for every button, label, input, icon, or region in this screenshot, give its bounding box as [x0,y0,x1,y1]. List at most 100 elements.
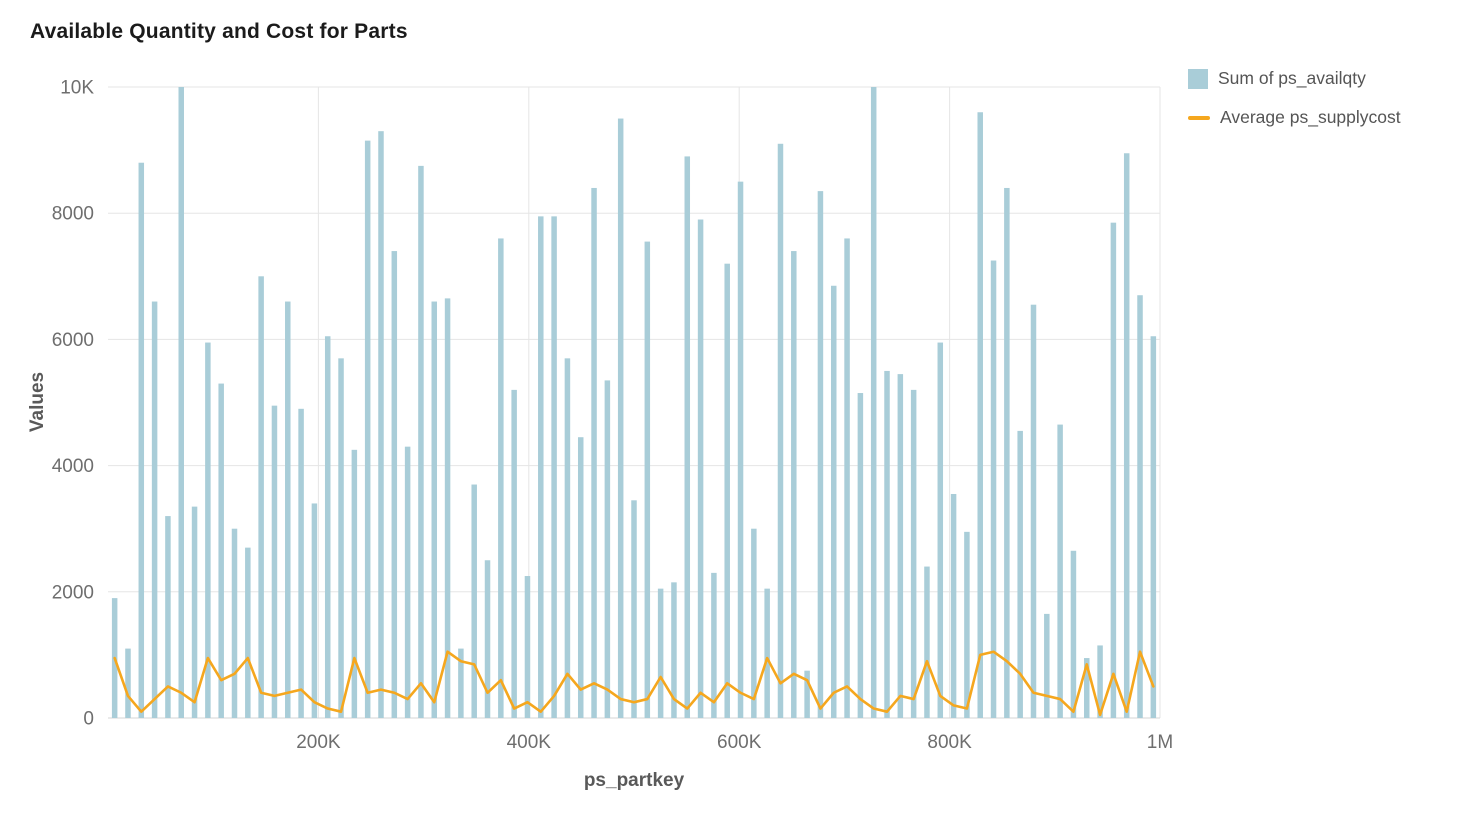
availqty-bar [391,251,398,718]
availqty-bar [431,301,438,718]
availqty-bar [897,374,904,718]
availqty-bar [338,358,344,718]
availqty-bar [364,140,371,718]
availqty-bar [617,118,624,719]
availqty-bar [1004,187,1010,718]
availqty-bar [444,298,451,718]
availqty-bar [924,566,930,718]
availqty-bar [1057,424,1063,718]
availqty-bar [511,389,517,718]
availqty-bar [205,342,211,718]
availqty-bar [990,260,997,718]
legend-label-supplycost: Average ps_supplycost [1220,107,1401,127]
availqty-bar [418,165,424,718]
availqty-bar [125,648,131,718]
availqty-bar [977,112,983,719]
x-tick-label: 600K [717,732,762,753]
chart-title: Available Quantity and Cost for Parts [30,20,408,43]
availqty-bar [191,506,198,718]
availqty-bar [218,383,224,718]
availqty-bar [751,528,757,718]
chart-legend: Sum of ps_availqty Average ps_supplycost [1188,68,1401,128]
availqty-bar [1150,336,1157,718]
availqty-bar [937,342,944,718]
line-series-swatch-icon [1188,115,1210,120]
availqty-bar [657,588,664,718]
availqty-bar [804,670,810,718]
availqty-bar [1137,295,1143,718]
x-tick-label: 800K [927,732,972,753]
availqty-bar [737,181,744,718]
y-tick-label: 6000 [52,330,94,351]
availqty-bar [724,263,730,718]
legend-item-supplycost[interactable]: Average ps_supplycost [1188,107,1401,128]
availqty-bar [1030,304,1037,718]
availqty-bar [151,301,158,718]
availqty-bar [564,358,571,718]
availqty-bar [324,336,331,718]
y-tick-label: 2000 [52,582,94,603]
availqty-bar [644,241,651,718]
legend-label-availqty: Sum of ps_availqty [1218,68,1366,88]
x-tick-label: 400K [507,732,552,753]
availqty-bar [271,405,278,718]
availqty-bar [138,162,145,719]
availqty-bar [498,238,504,718]
availqty-bar [684,156,691,718]
availqty-bar [777,143,784,719]
availqty-bar [378,131,384,719]
availqty-bar [1097,645,1103,718]
availqty-bar [857,393,864,718]
availqty-bar [671,582,677,718]
availqty-bar [458,648,464,718]
y-tick-label: 4000 [52,456,94,477]
availqty-bar [711,572,717,718]
availqty-bar [471,484,477,718]
y-tick-label: 8000 [52,204,94,225]
availqty-bar [538,216,544,719]
availqty-bar [830,285,837,718]
availqty-bar [551,216,557,719]
availqty-bar [1070,550,1077,718]
legend-item-availqty[interactable]: Sum of ps_availqty [1188,68,1401,89]
availqty-bar [950,493,957,718]
availqty-bar [285,301,291,718]
availqty-bar [1110,222,1117,719]
availqty-bar [964,531,970,718]
availqty-bar [591,187,597,718]
availqty-bar [165,516,171,718]
availqty-bar [817,191,824,719]
availqty-bar [604,380,611,718]
availqty-bar [351,449,358,718]
x-axis-title: ps_partkey [583,770,685,791]
y-axis-title: Values [27,371,48,433]
availqty-bar [1123,153,1130,718]
availqty-bar [231,528,238,718]
availqty-bar [577,437,584,718]
x-tick-label: 200K [296,732,341,753]
availqty-bar [870,87,877,718]
availqty-bar [404,446,411,718]
availqty-bar [910,389,917,718]
availqty-bar [764,588,770,718]
availqty-bar [484,560,491,718]
availqty-bar [1084,658,1090,718]
x-tick-label: 1M [1147,732,1173,753]
supplycost-line [113,650,1155,717]
availqty-bar [697,219,704,718]
availqty-bar [245,547,251,718]
availqty-bar [1017,430,1023,718]
availqty-bar [311,503,318,718]
bar-series-swatch-icon [1188,68,1208,89]
availqty-bar [884,370,890,718]
availqty-bar [298,408,304,718]
availqty-bar [258,276,264,718]
y-tick-label: 10K [60,78,94,99]
availqty-bar [1044,613,1050,718]
availqty-bar [844,238,850,718]
availqty-bar [791,251,797,718]
availqty-bar [524,576,531,718]
y-tick-label: 0 [83,709,94,730]
